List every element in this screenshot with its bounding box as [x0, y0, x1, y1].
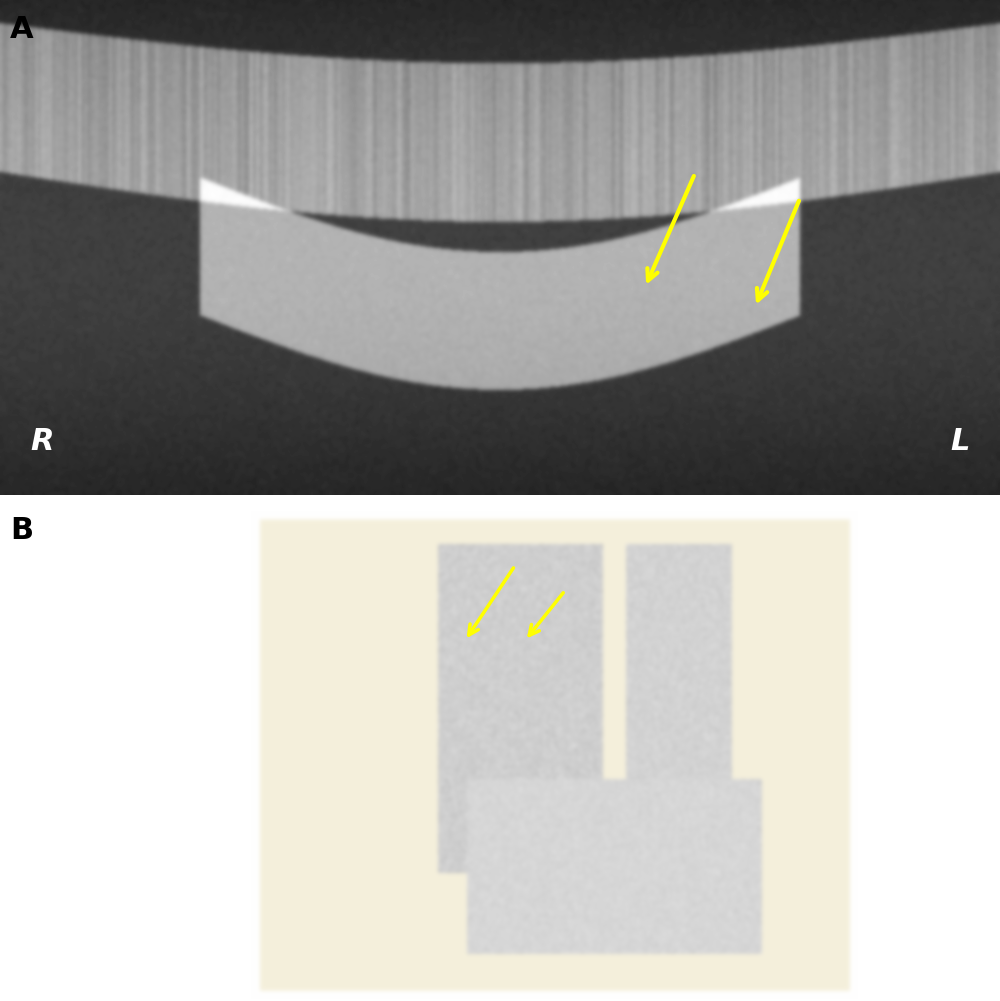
Text: A: A — [10, 15, 34, 44]
Text: L: L — [951, 426, 970, 455]
Text: R: R — [30, 426, 54, 455]
Text: B: B — [10, 516, 33, 545]
